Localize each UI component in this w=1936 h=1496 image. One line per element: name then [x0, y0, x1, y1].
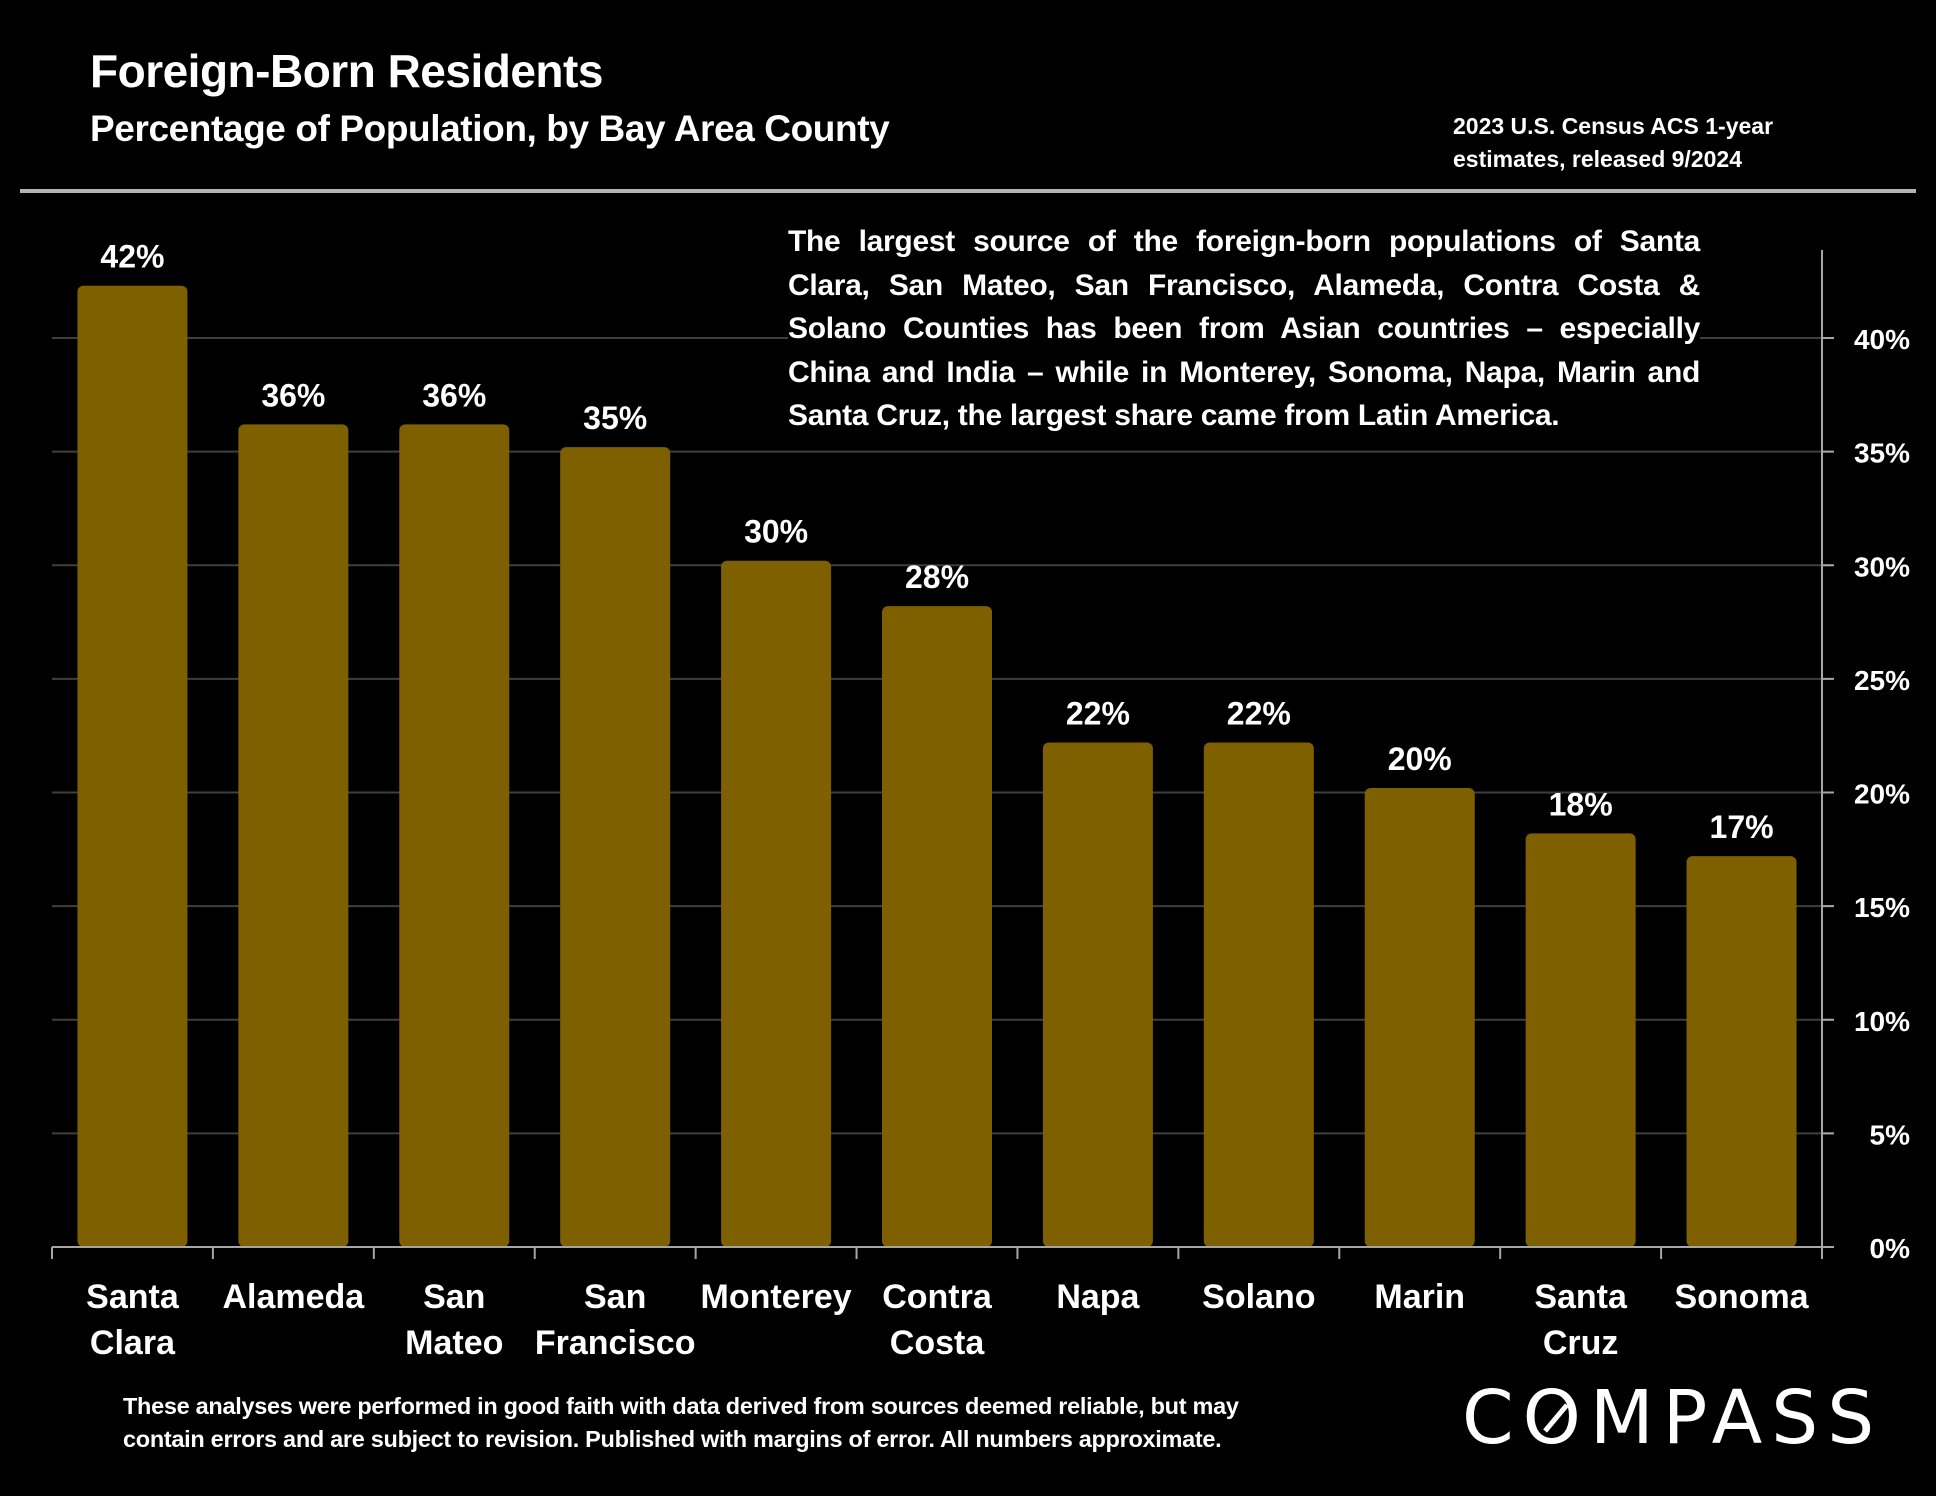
- x-tick-label: Solano: [1202, 1278, 1315, 1316]
- bar: [399, 424, 510, 1248]
- bar: [1042, 742, 1153, 1247]
- data-label: 17%: [1710, 809, 1774, 845]
- y-tick-label: 20%: [1854, 779, 1910, 810]
- data-label: 22%: [1227, 696, 1291, 732]
- data-label: 30%: [744, 514, 808, 550]
- logo-o-slash-icon: O: [1522, 1375, 1590, 1461]
- chart-annotation: The largest source of the foreign-born p…: [788, 220, 1700, 438]
- disclaimer-line-1: These analyses were performed in good fa…: [123, 1393, 1239, 1419]
- compass-logo: COMPASS: [1462, 1375, 1883, 1461]
- x-tick-label: Santa: [86, 1278, 180, 1316]
- y-tick-label: 40%: [1854, 324, 1910, 355]
- source-line-2: estimates, released 9/2024: [1453, 146, 1742, 172]
- chart-title: Foreign-Born Residents: [90, 45, 603, 97]
- y-tick-label: 10%: [1854, 1006, 1910, 1037]
- logo-text-end: MPASS: [1589, 1375, 1884, 1461]
- bar: [77, 285, 188, 1247]
- x-tick-label: Cruz: [1543, 1324, 1619, 1362]
- y-tick-label: 30%: [1854, 551, 1910, 582]
- x-tick-label: Marin: [1374, 1278, 1465, 1316]
- source-note: 2023 U.S. Census ACS 1-year estimates, r…: [1453, 110, 1833, 176]
- x-tick-label: Monterey: [701, 1278, 852, 1316]
- x-tick-label: Mateo: [405, 1324, 503, 1362]
- logo-text-start: C: [1462, 1375, 1523, 1461]
- x-tick-label: San: [584, 1278, 646, 1316]
- x-tick-label: Napa: [1056, 1278, 1140, 1316]
- data-label: 28%: [905, 559, 969, 595]
- header-divider: [20, 189, 1916, 193]
- bars: [77, 285, 1797, 1248]
- x-tick-label: Contra: [882, 1278, 993, 1316]
- bar: [1203, 742, 1314, 1247]
- y-tick-label: 25%: [1854, 665, 1910, 696]
- y-tick-label: 5%: [1870, 1119, 1911, 1150]
- bar: [721, 560, 832, 1247]
- disclaimer-line-2: contain errors and are subject to revisi…: [123, 1426, 1222, 1452]
- bar: [882, 606, 992, 1247]
- data-label: 36%: [422, 377, 486, 413]
- bar: [1686, 856, 1797, 1247]
- x-tick-label: Francisco: [535, 1324, 696, 1362]
- bar: [1525, 833, 1636, 1247]
- data-labels: 42% 36% 36% 35% 30% 28% 22% 22% 20% 18% 17%: [100, 239, 1773, 845]
- bar: [560, 447, 671, 1248]
- data-label: 42%: [100, 239, 164, 275]
- x-tick-label: Clara: [90, 1324, 176, 1362]
- x-tick-label: Alameda: [222, 1278, 365, 1316]
- x-tick-label: Sonoma: [1674, 1278, 1809, 1316]
- data-label: 36%: [261, 377, 325, 413]
- y-tick-label: 15%: [1854, 892, 1910, 923]
- data-label: 18%: [1549, 786, 1613, 822]
- source-line-1: 2023 U.S. Census ACS 1-year: [1453, 113, 1774, 139]
- data-label: 22%: [1066, 696, 1130, 732]
- disclaimer: These analyses were performed in good fa…: [123, 1390, 1363, 1456]
- chart-subtitle: Percentage of Population, by Bay Area Co…: [90, 108, 890, 149]
- x-tick-label: San: [423, 1278, 485, 1316]
- x-tick-label: Costa: [890, 1324, 986, 1362]
- y-tick-label: 0%: [1870, 1233, 1911, 1264]
- data-label: 35%: [583, 400, 647, 436]
- x-tick-label: Santa: [1534, 1278, 1628, 1316]
- y-tick-label: 35%: [1854, 438, 1910, 469]
- data-label: 20%: [1388, 741, 1452, 777]
- axes: 0% 5% 10% 15% 20% 25% 30% 35% 40% Santa Clara Alame…: [51, 250, 1911, 1362]
- bar: [1364, 787, 1475, 1247]
- bar: [238, 424, 349, 1248]
